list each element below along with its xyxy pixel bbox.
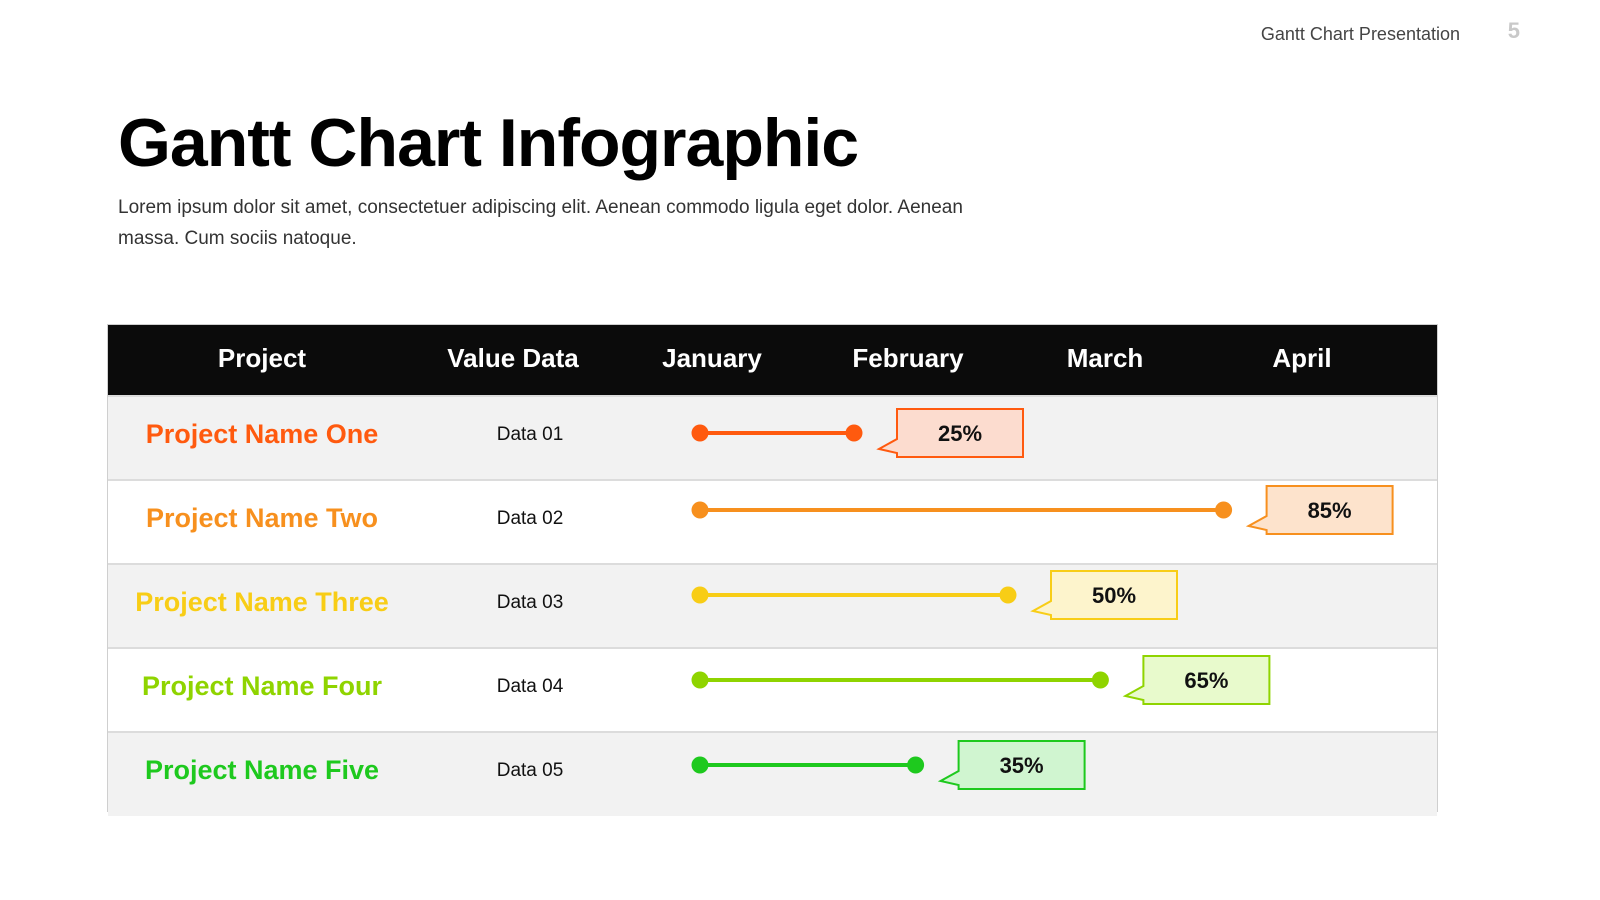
project-name: Project Name Four	[141, 671, 383, 701]
page-subtitle: Lorem ipsum dolor sit amet, consectetuer…	[118, 197, 963, 249]
header-project: Project	[217, 343, 307, 373]
presentation-label: Gantt Chart Presentation	[1260, 24, 1460, 44]
header-april: April	[1272, 343, 1332, 373]
project-data: Data 02	[496, 508, 564, 529]
header-value-data: Value Data	[447, 343, 579, 373]
project-name: Project Name Five	[144, 755, 380, 785]
project-name: Project Name Two	[145, 503, 379, 533]
project-data: Data 05	[496, 760, 564, 781]
table-row: Project Name Three Data 03	[108, 563, 1437, 648]
table-header: Project Value Data January February Marc…	[108, 325, 1437, 395]
header-march: March	[1066, 343, 1144, 373]
project-name: Project Name Three	[135, 587, 389, 617]
project-data: Data 04	[496, 676, 564, 697]
table-row: Project Name Five Data 05	[108, 731, 1437, 816]
table-row: Project Name One Data 01	[108, 395, 1437, 480]
project-data: Data 03	[496, 592, 564, 613]
project-name: Project Name One	[145, 419, 379, 449]
table-row: Project Name Four Data 04	[108, 647, 1437, 732]
header-january: January	[662, 343, 762, 373]
project-data: Data 01	[496, 424, 564, 445]
page-number: 5	[1507, 18, 1520, 43]
gantt-table: Project Value Data January February Marc…	[107, 324, 1438, 816]
table-row: Project Name Two Data 02	[108, 479, 1437, 564]
page-title: Gantt Chart Infographic	[118, 105, 859, 181]
header-february: February	[852, 343, 964, 373]
